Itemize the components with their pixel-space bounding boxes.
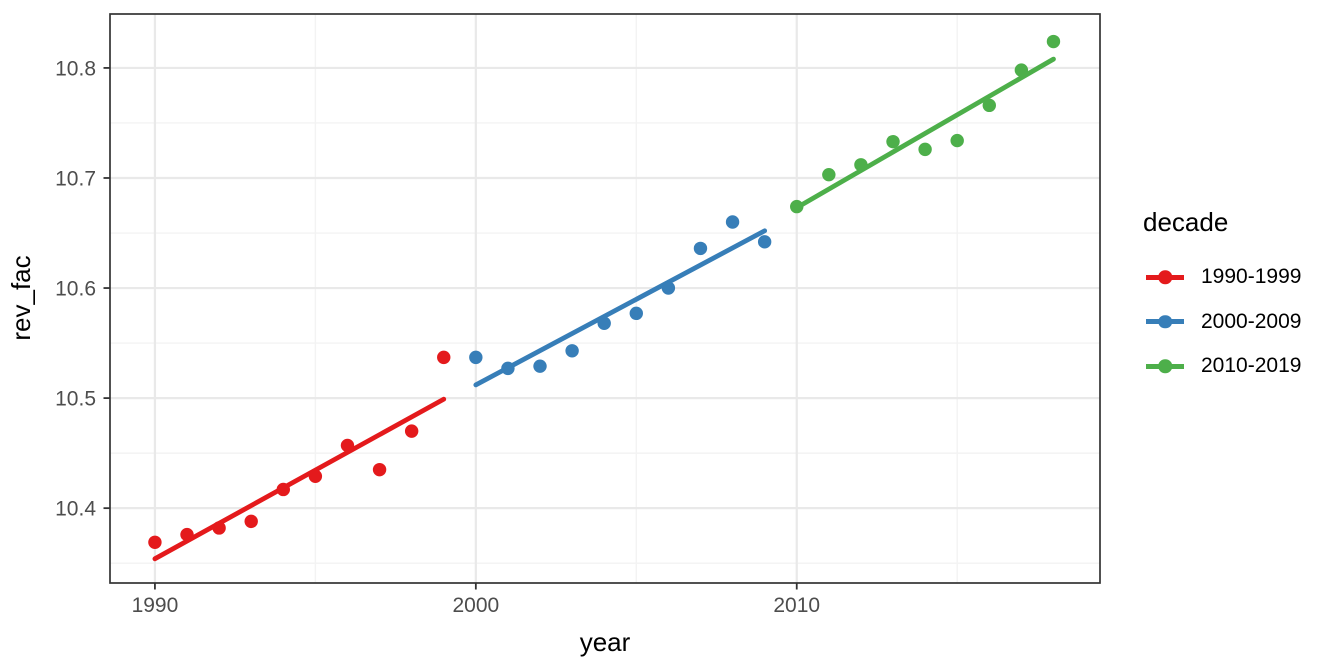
legend-key-icon: [1146, 269, 1184, 285]
data-point: [950, 133, 964, 148]
data-point: [533, 359, 547, 373]
x-tick-label: 2010: [773, 594, 820, 617]
y-tick-label: 10.4: [55, 498, 96, 521]
y-tick-label: 10.5: [55, 388, 96, 411]
trend-line: [152, 396, 447, 562]
data-point: [822, 167, 836, 182]
data-point: [693, 241, 708, 256]
data-point: [372, 462, 387, 477]
trend-line: [473, 228, 768, 388]
data-point: [757, 235, 772, 249]
data-point: [404, 424, 419, 438]
data-point: [982, 98, 996, 113]
data-point: [308, 469, 323, 483]
legend-key-icon: [1146, 358, 1184, 374]
data-point: [565, 344, 579, 358]
data-point: [276, 482, 290, 497]
legend-item: 2000-2009: [1143, 300, 1301, 344]
legend-key-icon: [1146, 314, 1184, 330]
data-point: [437, 350, 451, 365]
x-tick-label: 1990: [132, 594, 179, 617]
data-point: [597, 316, 611, 330]
legend-item-label: 1990-1999: [1201, 265, 1302, 288]
data-point: [244, 514, 258, 529]
y-tick-label: 10.6: [55, 278, 96, 301]
data-point: [1014, 63, 1029, 77]
trend-line: [794, 56, 1056, 211]
data-point: [886, 134, 900, 149]
data-point: [212, 521, 226, 535]
data-point: [1046, 34, 1061, 49]
data-point: [854, 158, 868, 172]
plot-panel: [110, 14, 1100, 583]
data-point: [180, 527, 194, 542]
legend-item: 2010-2019: [1143, 344, 1301, 388]
legend: decade 1990-1999 2000-2009 2010-2019: [1143, 0, 1344, 672]
data-point: [918, 142, 932, 157]
data-point: [148, 535, 162, 549]
x-tick-label: 2000: [452, 594, 499, 617]
panel-border: [109, 13, 1101, 584]
legend-item: 1990-1999: [1143, 255, 1301, 299]
legend-item-label: 2000-2009: [1201, 309, 1302, 333]
y-tick-label: 10.7: [55, 167, 96, 190]
y-tick-label: 10.8: [55, 57, 96, 80]
legend-title: decade: [1143, 207, 1229, 237]
data-point: [790, 199, 804, 214]
x-axis-title: year: [580, 627, 631, 657]
y-axis-title: rev_fac: [6, 255, 36, 340]
data-point: [629, 306, 643, 321]
data-point: [340, 438, 355, 453]
data-point: [501, 361, 515, 376]
legend-item-label: 2010-2019: [1201, 354, 1302, 377]
data-point: [725, 215, 740, 229]
data-point: [661, 281, 676, 295]
data-point: [469, 350, 483, 365]
